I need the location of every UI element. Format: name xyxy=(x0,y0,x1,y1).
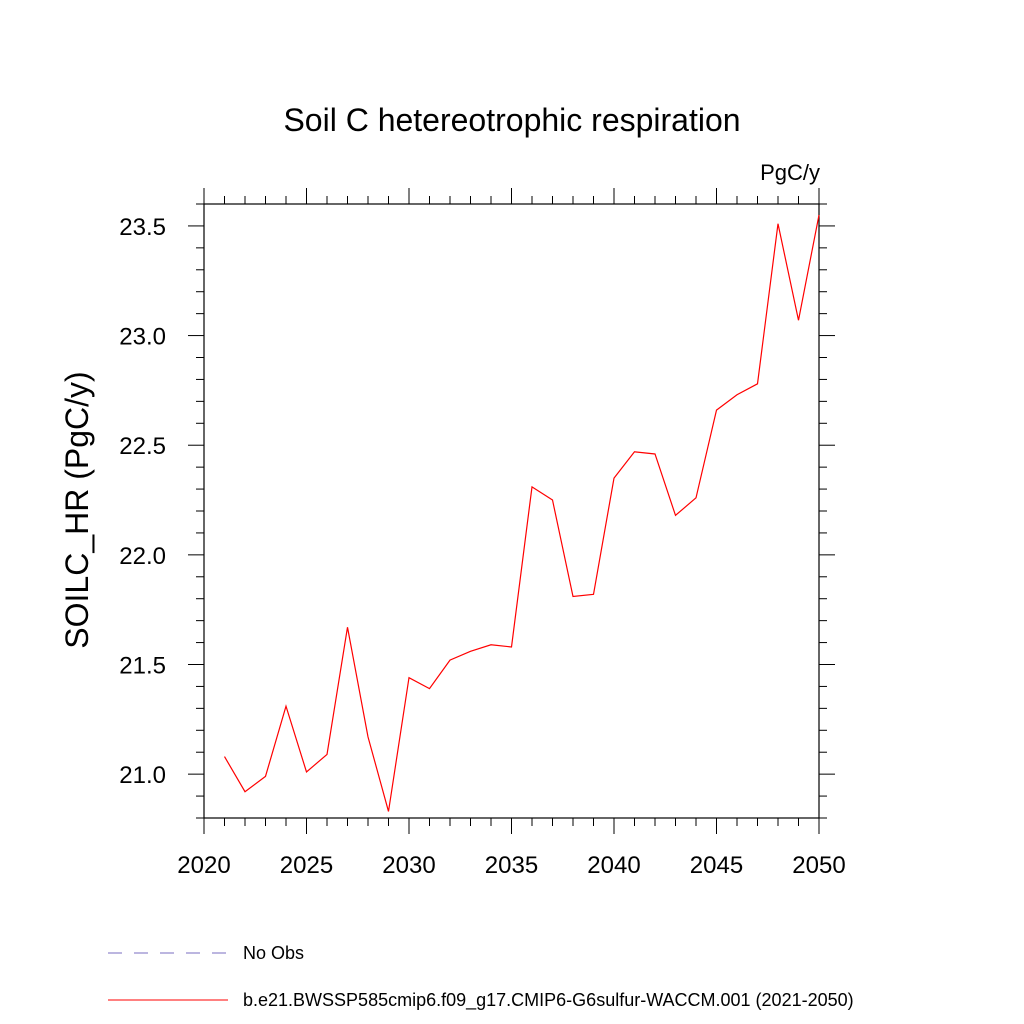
chart-title: Soil C hetereotrophic respiration xyxy=(283,102,740,138)
x-tick-label: 2040 xyxy=(587,852,640,879)
legend-label-model-run: b.e21.BWSSP585cmip6.f09_g17.CMIP6-G6sulf… xyxy=(243,990,854,1011)
plot-frame xyxy=(203,203,820,819)
x-tick-label: 2030 xyxy=(382,852,435,879)
x-tick-label: 2035 xyxy=(485,852,538,879)
y-tick-label: 22.0 xyxy=(119,543,166,570)
y-tick-label: 21.5 xyxy=(119,653,166,680)
x-tick-label: 2020 xyxy=(177,852,230,879)
legend-label-no-obs: No Obs xyxy=(243,943,304,963)
series-layer xyxy=(223,214,820,812)
y-axis-label: SOILC_HR (PgC/y) xyxy=(59,371,95,648)
y-tick-label: 23.0 xyxy=(119,324,166,351)
x-axis-ticks: 2020 2025 2030 2035 2040 2045 2050 xyxy=(177,188,846,879)
y-tick-label: 22.5 xyxy=(119,433,166,460)
series-line xyxy=(223,214,820,812)
y-tick-label: 23.5 xyxy=(119,214,166,241)
units-label: PgC/y xyxy=(760,160,820,185)
y-tick-label: 21.0 xyxy=(119,762,166,789)
legend: No Obs b.e21.BWSSP585cmip6.f09_g17.CMIP6… xyxy=(108,943,854,1011)
x-tick-label: 2050 xyxy=(792,852,845,879)
y-axis-ticks: 21.0 21.5 22.0 22.5 23.0 23.5 xyxy=(119,203,835,819)
x-tick-label: 2025 xyxy=(280,852,333,879)
x-tick-label: 2045 xyxy=(690,852,743,879)
